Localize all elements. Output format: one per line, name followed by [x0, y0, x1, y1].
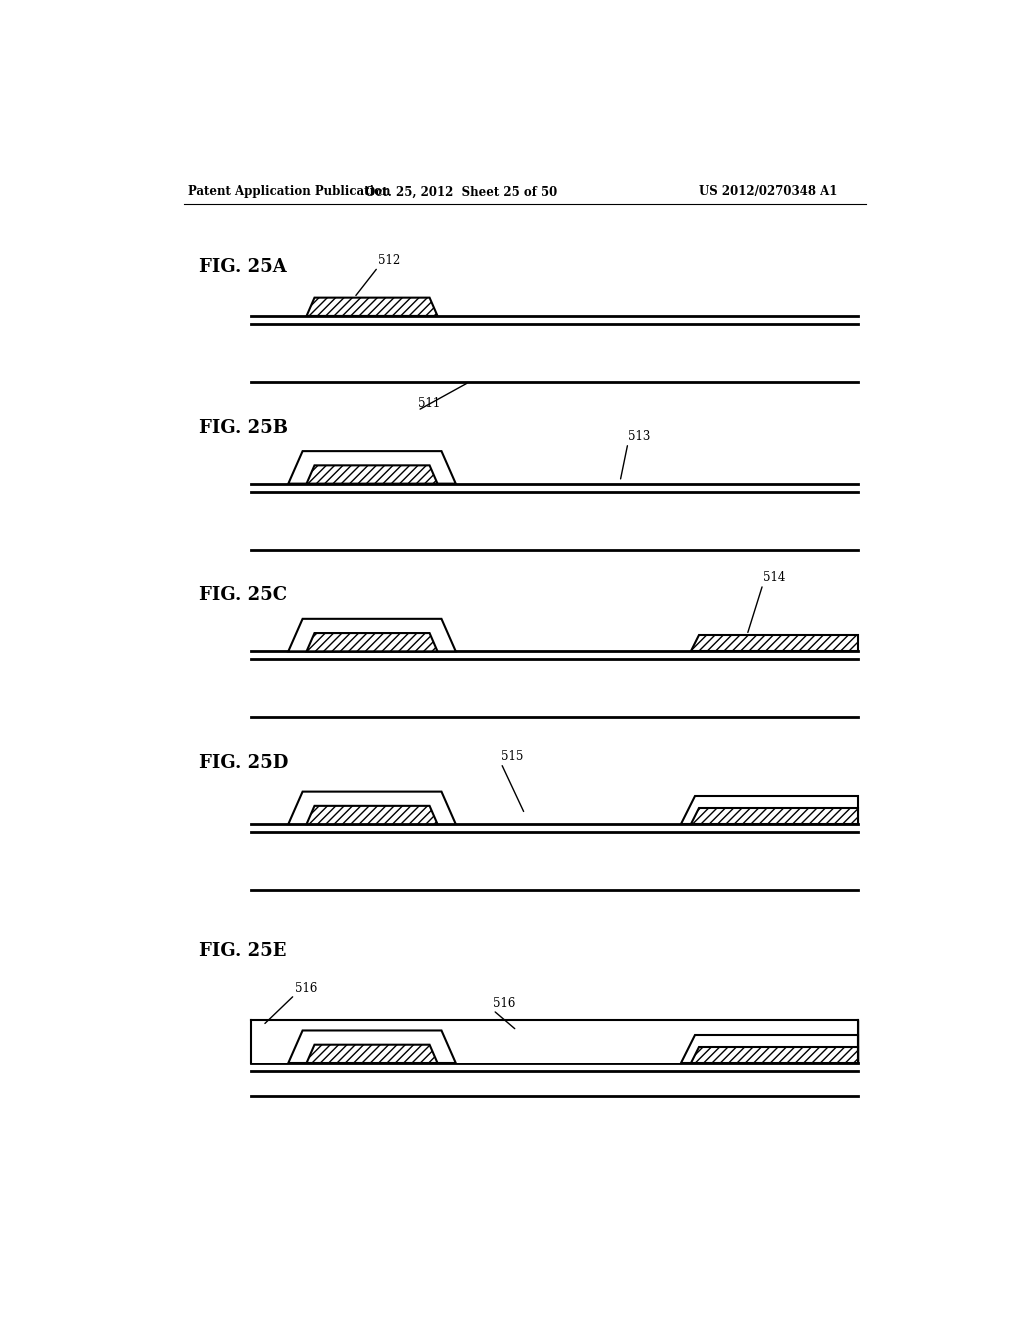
Polygon shape	[306, 466, 437, 483]
Text: Oct. 25, 2012  Sheet 25 of 50: Oct. 25, 2012 Sheet 25 of 50	[366, 185, 557, 198]
Polygon shape	[681, 796, 858, 824]
Text: FIG. 25D: FIG. 25D	[200, 754, 289, 772]
Polygon shape	[681, 1035, 858, 1063]
Polygon shape	[441, 1020, 695, 1063]
Text: 511: 511	[418, 397, 440, 411]
Text: FIG. 25E: FIG. 25E	[200, 942, 287, 960]
Polygon shape	[306, 634, 437, 651]
Polygon shape	[306, 1044, 437, 1063]
Polygon shape	[289, 619, 456, 651]
Polygon shape	[251, 1020, 858, 1063]
Text: FIG. 25B: FIG. 25B	[200, 418, 289, 437]
Polygon shape	[691, 808, 858, 824]
Text: FIG. 25A: FIG. 25A	[200, 259, 287, 276]
Polygon shape	[306, 297, 437, 315]
Polygon shape	[289, 451, 456, 483]
Text: US 2012/0270348 A1: US 2012/0270348 A1	[699, 185, 838, 198]
Text: 515: 515	[501, 750, 523, 763]
Polygon shape	[289, 1031, 456, 1063]
Polygon shape	[691, 1047, 858, 1063]
Polygon shape	[691, 635, 858, 651]
Polygon shape	[306, 805, 437, 824]
Polygon shape	[251, 1020, 303, 1063]
Text: 516: 516	[494, 997, 515, 1010]
Text: Patent Application Publication: Patent Application Publication	[187, 185, 390, 198]
Polygon shape	[289, 792, 456, 824]
Text: 512: 512	[378, 255, 400, 267]
Text: 513: 513	[628, 430, 650, 444]
Text: FIG. 25C: FIG. 25C	[200, 586, 288, 605]
Text: 514: 514	[763, 572, 785, 585]
Text: 516: 516	[295, 982, 317, 995]
